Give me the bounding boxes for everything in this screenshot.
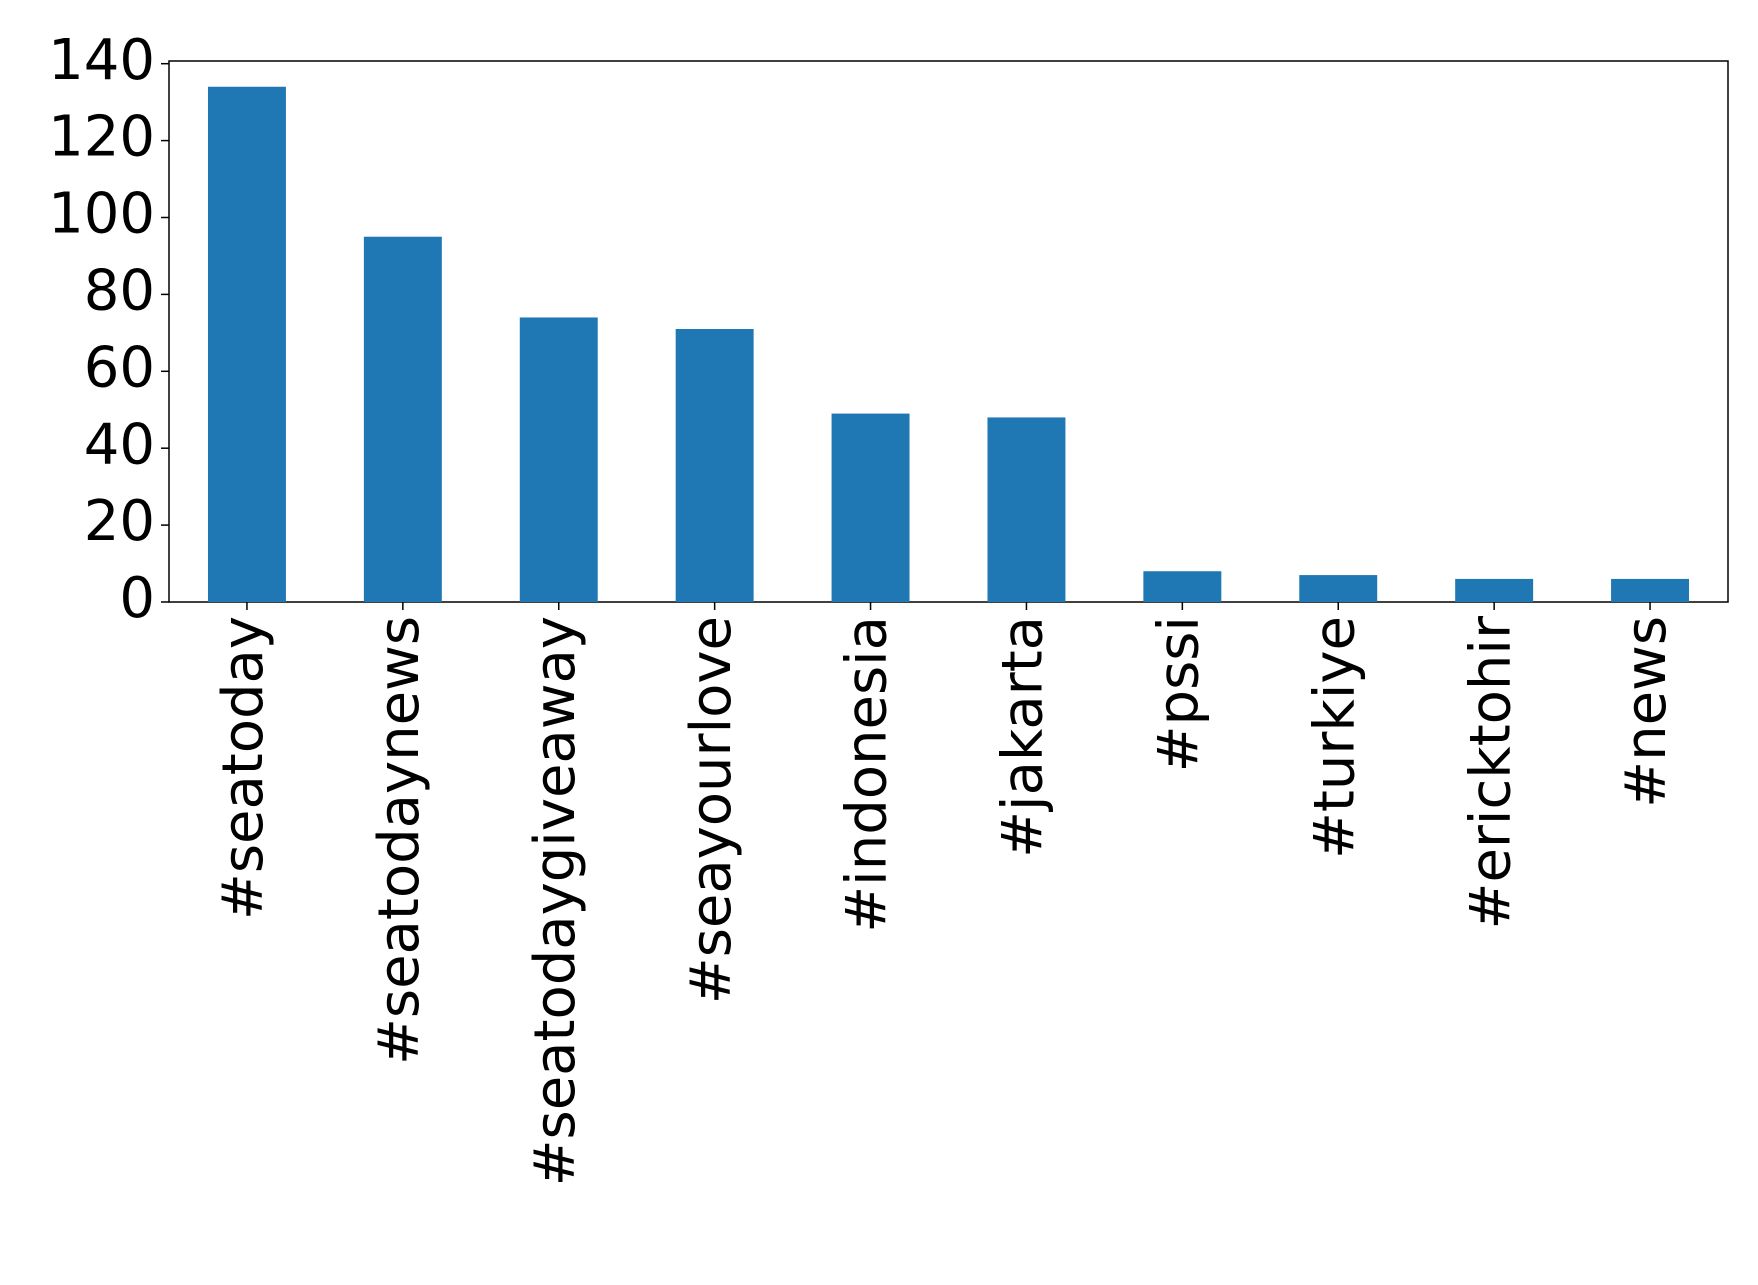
y-tick-label: 100	[48, 182, 155, 247]
x-tick-label: #seatoday	[211, 616, 276, 920]
bar	[207, 86, 286, 602]
y-tick-label: 20	[84, 489, 155, 554]
y-tick-label: 80	[84, 259, 155, 324]
x-tick-label: #ericktohir	[1458, 615, 1523, 929]
bar	[1299, 575, 1378, 602]
x-tick-label: #indonesia	[835, 616, 900, 933]
y-tick-label: 40	[84, 412, 155, 477]
bar	[363, 236, 442, 603]
y-tick-label: 60	[84, 335, 155, 400]
y-tick-label: 120	[48, 105, 155, 170]
x-tick-label: #news	[1614, 616, 1679, 808]
x-tick-label: #jakarta	[991, 616, 1056, 858]
y-tick-label: 140	[48, 28, 155, 93]
x-tick-label: #seatodaygiveaway	[523, 616, 588, 1186]
x-tick-label: #seayourlove	[679, 616, 744, 1004]
plot-frame	[168, 60, 1729, 603]
x-tick-label: #pssi	[1146, 616, 1211, 772]
bar	[987, 417, 1066, 602]
bar	[1455, 578, 1534, 602]
bar	[519, 317, 598, 602]
bar	[1143, 571, 1222, 602]
x-tick-label: #turkiye	[1302, 616, 1367, 859]
bar	[1611, 578, 1690, 602]
x-tick-label: #seatodaynews	[367, 616, 432, 1065]
bar	[831, 413, 910, 602]
y-tick-label: 0	[119, 566, 155, 631]
bar	[675, 329, 754, 602]
